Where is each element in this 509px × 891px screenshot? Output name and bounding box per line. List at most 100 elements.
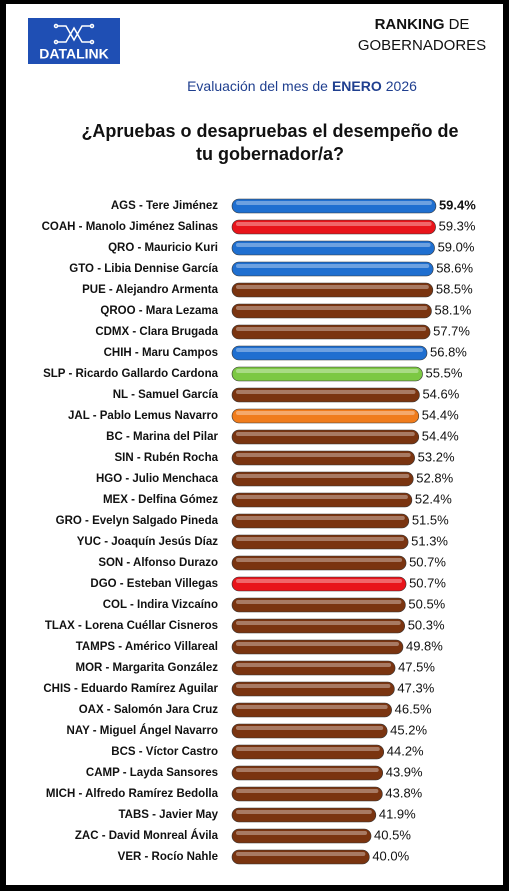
value-label: 47.5% (398, 659, 435, 674)
category-label: GRO - Evelyn Salgado Pineda (56, 515, 219, 527)
bar-shine (236, 726, 384, 730)
bar-shine (236, 243, 431, 247)
logo-text: DATALINK (39, 46, 108, 62)
bar (231, 345, 428, 361)
bar (231, 513, 410, 529)
value-label: 44.2% (387, 743, 424, 758)
bar-shine (236, 831, 368, 835)
bar (231, 261, 434, 277)
value-label: 40.5% (374, 827, 411, 842)
value-label: 58.6% (436, 260, 473, 275)
bar-shine (236, 852, 366, 856)
category-label: OAX - Salomón Jara Cruz (79, 704, 219, 716)
category-label: NL - Samuel García (113, 389, 219, 401)
bar-shine (236, 810, 372, 814)
category-label: TAMPS - Américo Villareal (76, 641, 218, 653)
category-label: JAL - Pablo Lemus Navarro (68, 410, 218, 422)
bar-shine (236, 453, 411, 457)
category-label: HGO - Julio Menchaca (96, 473, 219, 485)
bar (231, 219, 436, 235)
bar (231, 429, 420, 445)
subtitle-pre: Evaluación del mes de (187, 78, 328, 94)
bar (231, 198, 437, 214)
category-label: BCS - Víctor Castro (111, 746, 218, 758)
value-label: 50.7% (409, 554, 446, 569)
value-label: 56.8% (430, 344, 467, 359)
value-label: 49.8% (406, 638, 443, 653)
category-label: COL - Indira Vizcaíno (103, 599, 218, 611)
value-label: 59.4% (439, 197, 476, 212)
chart-title: ¿Apruebas o desapruebas el desempeño de (81, 121, 458, 141)
value-label: 41.9% (379, 806, 416, 821)
bar (231, 681, 395, 697)
value-label: 54.6% (422, 386, 459, 401)
value-label: 50.3% (408, 617, 445, 632)
value-label: 52.8% (416, 470, 453, 485)
category-label: GTO - Libia Dennise García (69, 263, 218, 275)
bar-shine (236, 306, 428, 310)
category-label: MOR - Margarita González (76, 662, 219, 674)
bar (231, 450, 415, 466)
bar-shine (236, 285, 429, 289)
category-label: MICH - Alfredo Ramírez Bedolla (46, 788, 219, 800)
bar-shine (236, 390, 416, 394)
category-label: CHIS - Eduardo Ramírez Aguilar (43, 683, 218, 695)
value-label: 55.5% (426, 365, 463, 380)
bar (231, 324, 431, 340)
bar-shine (236, 537, 405, 541)
bar-shine (236, 705, 388, 709)
bar (231, 786, 383, 802)
value-label: 58.1% (434, 302, 471, 317)
category-label: SON - Alfonso Durazo (98, 557, 218, 569)
bar (231, 492, 413, 508)
bar (231, 555, 407, 571)
category-label: ZAC - David Monreal Ávila (75, 829, 219, 842)
category-label: VER - Rocío Nahle (118, 851, 218, 863)
bar-shine (236, 684, 391, 688)
bar (231, 576, 407, 592)
bar (231, 303, 432, 319)
bar (231, 702, 392, 718)
category-label: YUC - Joaquín Jesús Díaz (77, 536, 218, 548)
value-label: 59.3% (439, 218, 476, 233)
category-label: CHIH - Maru Campos (104, 347, 218, 359)
ranking-heading: RANKING DE (375, 16, 470, 33)
bar (231, 408, 420, 424)
category-label: SLP - Ricardo Gallardo Cardona (43, 368, 218, 380)
subtitle: Evaluación del mes de ENERO 2026 (187, 78, 417, 94)
bar (231, 597, 406, 613)
bar (231, 282, 434, 298)
value-label: 51.3% (411, 533, 448, 548)
bar-shine (236, 789, 379, 793)
value-label: 50.5% (408, 596, 445, 611)
ranking-word: RANKING (375, 16, 445, 33)
category-label: QRO - Mauricio Kuri (108, 242, 218, 254)
bar-shine (236, 558, 403, 562)
bar (231, 723, 388, 739)
value-label: 57.7% (433, 323, 470, 338)
value-label: 50.7% (409, 575, 446, 590)
bar-shine (236, 432, 415, 436)
bar-shine (236, 222, 432, 226)
bar-shine (236, 369, 419, 373)
value-label: 40.0% (372, 848, 409, 863)
subtitle-year: 2026 (386, 78, 417, 94)
value-label: 51.5% (412, 512, 449, 527)
bar-shine (236, 201, 432, 205)
value-label: 58.5% (436, 281, 473, 296)
value-label: 54.4% (422, 428, 459, 443)
bar-shine (236, 474, 410, 478)
value-label: 47.3% (397, 680, 434, 695)
bar-shine (236, 768, 379, 772)
category-label: BC - Marina del Pilar (106, 431, 218, 443)
category-label: SIN - Rubén Rocha (114, 452, 218, 464)
de-word: DE (449, 16, 470, 33)
bar (231, 744, 385, 760)
bar-shine (236, 579, 403, 583)
value-label: 43.9% (386, 764, 423, 779)
bar (231, 387, 420, 403)
bar (231, 765, 384, 781)
bar (231, 639, 404, 655)
bar-shine (236, 621, 401, 625)
